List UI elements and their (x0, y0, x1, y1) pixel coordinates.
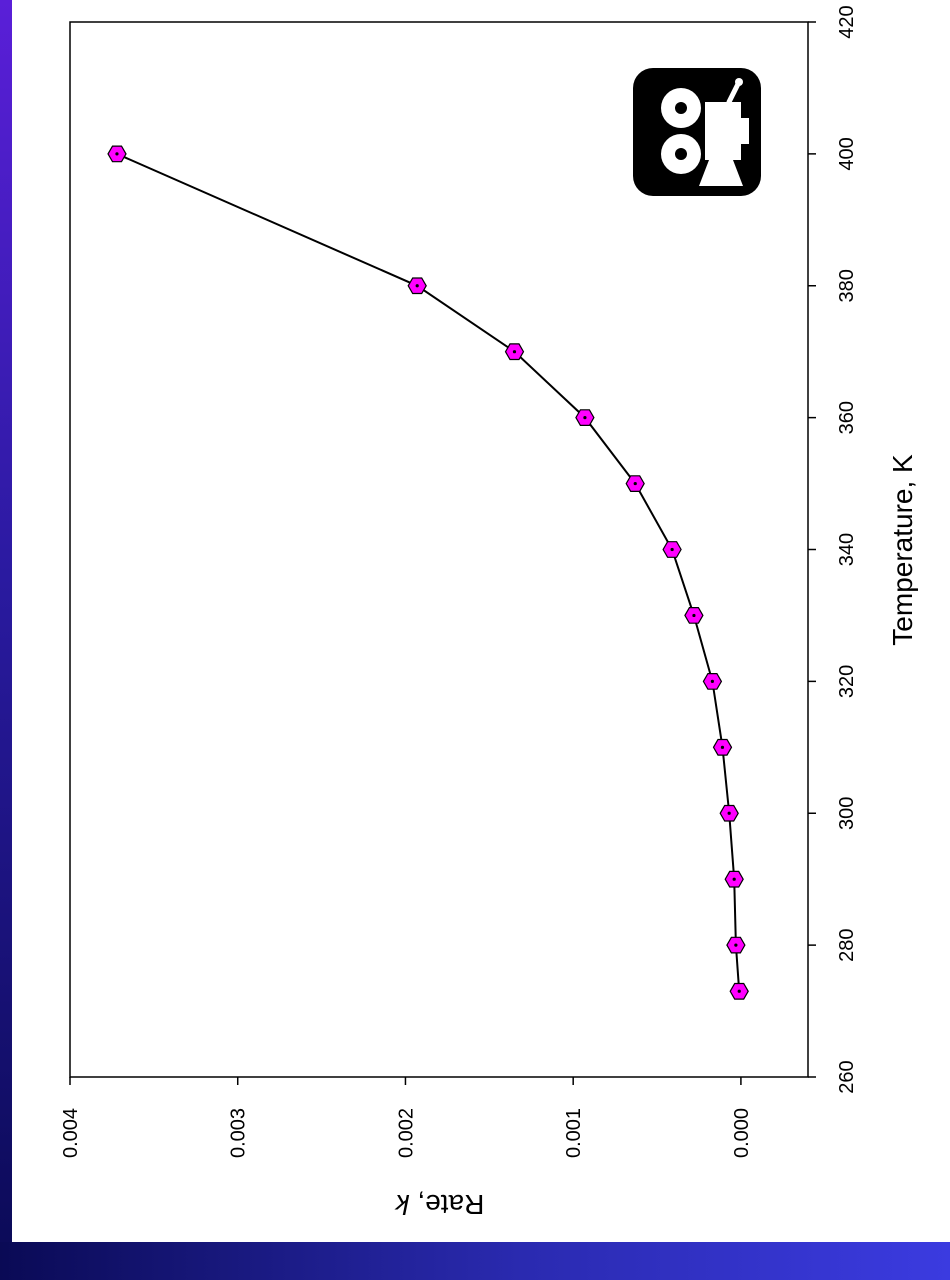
x-tick-label: 260 (836, 1060, 858, 1093)
y-tick-label: 0.000 (731, 1108, 753, 1158)
y-tick-label: 0.004 (60, 1108, 82, 1158)
y-axis-title: Rate, k (394, 1189, 485, 1220)
data-point-center (734, 943, 738, 947)
data-point-center (512, 350, 517, 354)
data-point-center (727, 811, 731, 815)
plot-area (69, 21, 809, 1078)
movie-camera-icon (633, 68, 761, 196)
data-point-center (692, 613, 696, 618)
x-tick-label: 420 (836, 5, 858, 38)
x-tick-label: 400 (836, 137, 858, 170)
data-point-center (633, 481, 637, 486)
data-point-center (670, 547, 674, 552)
data-point-center (720, 745, 725, 749)
x-tick-label: 340 (836, 533, 858, 566)
data-point-center (732, 877, 736, 881)
data-markers (107, 145, 749, 1000)
y-axis: 0.000 0.001 0.002 0.003 0.004 (60, 1077, 753, 1158)
x-axis-title: Temperature, K (887, 454, 918, 646)
x-tick-label: 300 (836, 797, 858, 830)
y-axis-title-variable: k (394, 1189, 410, 1220)
data-point-center (710, 679, 714, 683)
data-point-center (115, 152, 119, 156)
data-point-center (415, 284, 419, 288)
x-tick-label: 380 (836, 269, 858, 302)
data-point-center (583, 416, 587, 420)
y-axis-title-prefix: Rate, (410, 1189, 485, 1220)
data-point-center (737, 989, 741, 993)
x-axis: 260 280 300 320 340 360 380 400 420 (808, 5, 858, 1094)
bottom-decor-band (0, 1242, 950, 1280)
x-tick-label: 320 (836, 665, 858, 698)
y-tick-label: 0.002 (395, 1108, 417, 1158)
y-tick-label: 0.003 (228, 1108, 250, 1158)
y-tick-label: 0.001 (563, 1108, 585, 1158)
x-tick-label: 280 (836, 928, 858, 961)
left-decor-band (0, 0, 12, 1280)
x-tick-label: 360 (836, 401, 858, 434)
